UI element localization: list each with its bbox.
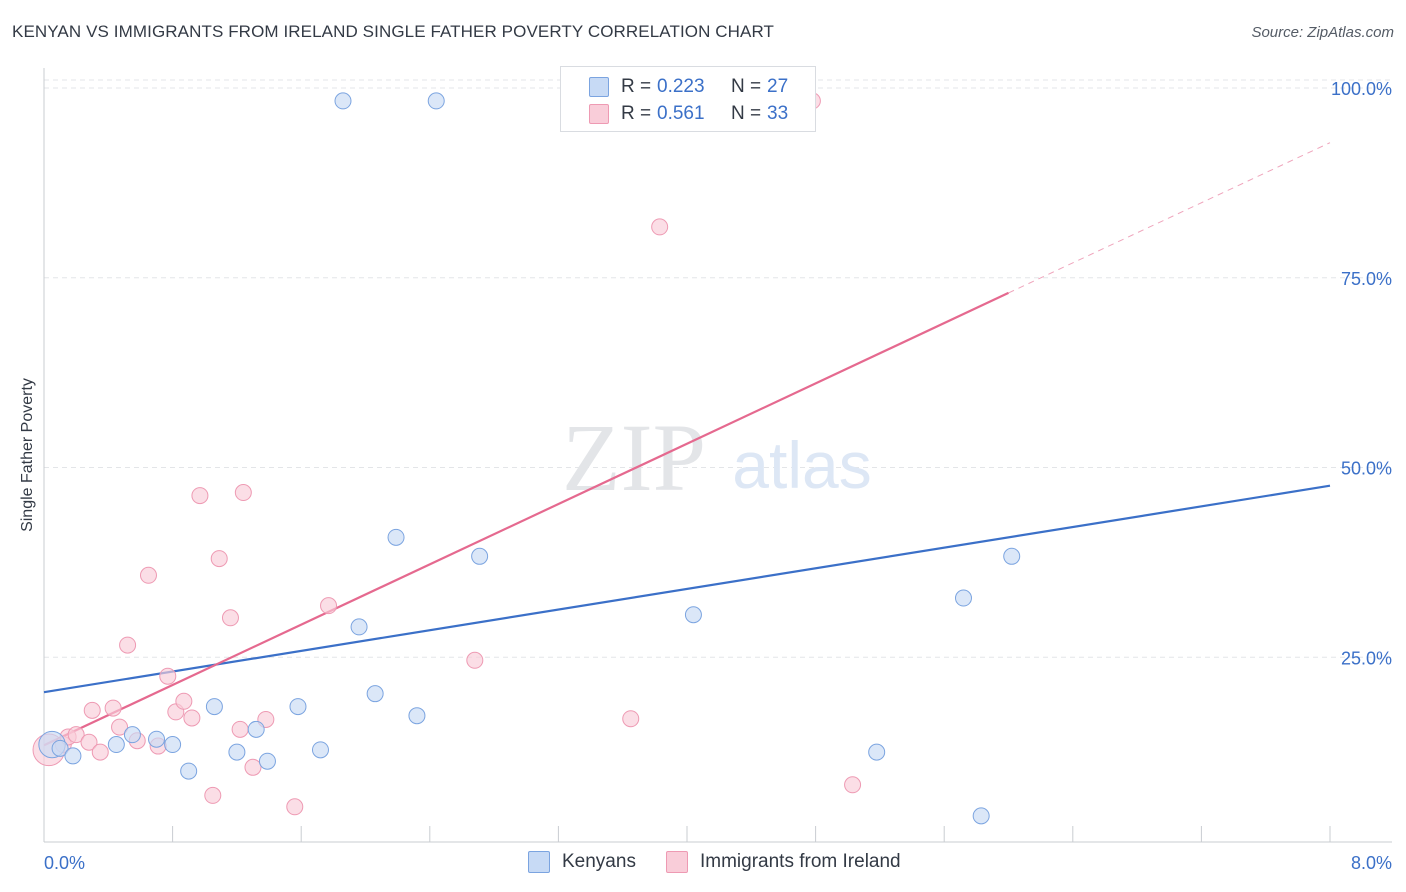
source-note: Source: ZipAtlas.com bbox=[1251, 24, 1394, 41]
data-point bbox=[148, 730, 166, 748]
chart-title: KENYAN VS IMMIGRANTS FROM IRELAND SINGLE… bbox=[12, 22, 775, 41]
data-point bbox=[311, 741, 329, 759]
data-point bbox=[320, 597, 338, 615]
data-point bbox=[622, 710, 640, 728]
correlation-legend: R = 0.223 N = 27 R = 0.561 N = 33 bbox=[560, 66, 816, 132]
data-point bbox=[164, 736, 182, 754]
y-axis-label: Single Father Poverty bbox=[19, 378, 36, 532]
series-legend-swatch-ireland bbox=[666, 851, 688, 873]
data-point bbox=[228, 743, 246, 761]
series-legend-item-ireland[interactable]: Immigrants from Ireland bbox=[666, 851, 901, 873]
legend-n-label: N = bbox=[731, 76, 762, 97]
data-point bbox=[80, 733, 98, 751]
legend-r-value: 0.561 bbox=[657, 103, 705, 124]
legend-n-value: 27 bbox=[767, 76, 789, 97]
grid-layer bbox=[44, 79, 1392, 658]
axis-layer bbox=[43, 68, 1392, 843]
data-point bbox=[111, 718, 129, 736]
trend-layer bbox=[43, 142, 1331, 747]
legend-swatch-kenyans bbox=[589, 77, 609, 97]
data-point bbox=[350, 618, 368, 636]
data-point bbox=[91, 743, 109, 761]
data-point bbox=[954, 589, 972, 607]
series-legend: Kenyans Immigrants from Ireland bbox=[0, 851, 1406, 877]
data-point bbox=[119, 636, 137, 654]
trend-line-extension bbox=[1008, 142, 1331, 294]
trend-line bbox=[43, 291, 1009, 747]
series-legend-label-kenyans: Kenyans bbox=[562, 851, 636, 872]
y-tick-label: 50.0% bbox=[1341, 459, 1392, 479]
data-point bbox=[427, 92, 445, 110]
series-legend-item-kenyans[interactable]: Kenyans bbox=[528, 851, 636, 873]
legend-swatch-ireland bbox=[589, 104, 609, 124]
watermark-atlas: atlas bbox=[732, 428, 871, 502]
data-point bbox=[247, 720, 265, 738]
legend-r-value: 0.223 bbox=[657, 76, 705, 97]
data-point bbox=[139, 566, 157, 584]
data-point bbox=[366, 685, 384, 703]
legend-n-value: 33 bbox=[767, 103, 789, 124]
data-point bbox=[67, 726, 85, 744]
point-layer bbox=[32, 92, 1021, 825]
legend-n-label: N = bbox=[731, 103, 762, 124]
data-point bbox=[286, 798, 304, 816]
data-point bbox=[180, 762, 198, 780]
data-point bbox=[244, 758, 262, 776]
data-point bbox=[466, 651, 484, 669]
watermark-zip: ZIP bbox=[562, 404, 706, 511]
data-point bbox=[221, 609, 239, 627]
data-point bbox=[684, 606, 702, 624]
data-point bbox=[210, 550, 228, 568]
data-point bbox=[191, 487, 209, 505]
data-point bbox=[51, 739, 69, 757]
data-point bbox=[107, 736, 125, 754]
y-tick-label: 25.0% bbox=[1341, 648, 1392, 668]
series-legend-label-ireland: Immigrants from Ireland bbox=[700, 851, 901, 872]
legend-row-ireland: R = 0.561 N = 33 bbox=[589, 102, 788, 126]
data-point bbox=[387, 528, 405, 546]
data-point bbox=[651, 218, 669, 236]
legend-row-kenyans: R = 0.223 N = 27 bbox=[589, 75, 788, 99]
legend-r-label: R = bbox=[621, 76, 652, 97]
data-point bbox=[123, 726, 141, 744]
data-point bbox=[972, 807, 990, 825]
data-point bbox=[868, 743, 886, 761]
data-point bbox=[175, 692, 193, 710]
data-point bbox=[183, 709, 201, 727]
data-point bbox=[234, 484, 252, 502]
data-point bbox=[471, 547, 489, 565]
data-point bbox=[258, 752, 276, 770]
x-tick-label: 8.0% bbox=[1351, 853, 1392, 873]
data-point bbox=[334, 92, 352, 110]
data-point bbox=[1003, 547, 1021, 565]
y-tick-label: 75.0% bbox=[1341, 269, 1392, 289]
y-tick-label: 100.0% bbox=[1331, 79, 1392, 99]
data-point bbox=[83, 701, 101, 719]
data-point bbox=[64, 747, 82, 765]
series-legend-swatch-kenyans bbox=[528, 851, 550, 873]
tick-label-layer: 25.0% 50.0% 75.0% 100.0% 0.0% 8.0% bbox=[44, 79, 1392, 873]
legend-r-label: R = bbox=[621, 103, 652, 124]
data-point bbox=[289, 698, 307, 716]
data-point bbox=[231, 720, 249, 738]
data-point bbox=[159, 667, 177, 685]
trend-line bbox=[43, 484, 1331, 694]
data-point bbox=[844, 776, 862, 794]
data-point bbox=[204, 786, 222, 804]
data-point bbox=[104, 699, 122, 717]
data-point bbox=[408, 707, 426, 725]
x-tick-label: 0.0% bbox=[44, 853, 85, 873]
data-point bbox=[205, 698, 223, 716]
